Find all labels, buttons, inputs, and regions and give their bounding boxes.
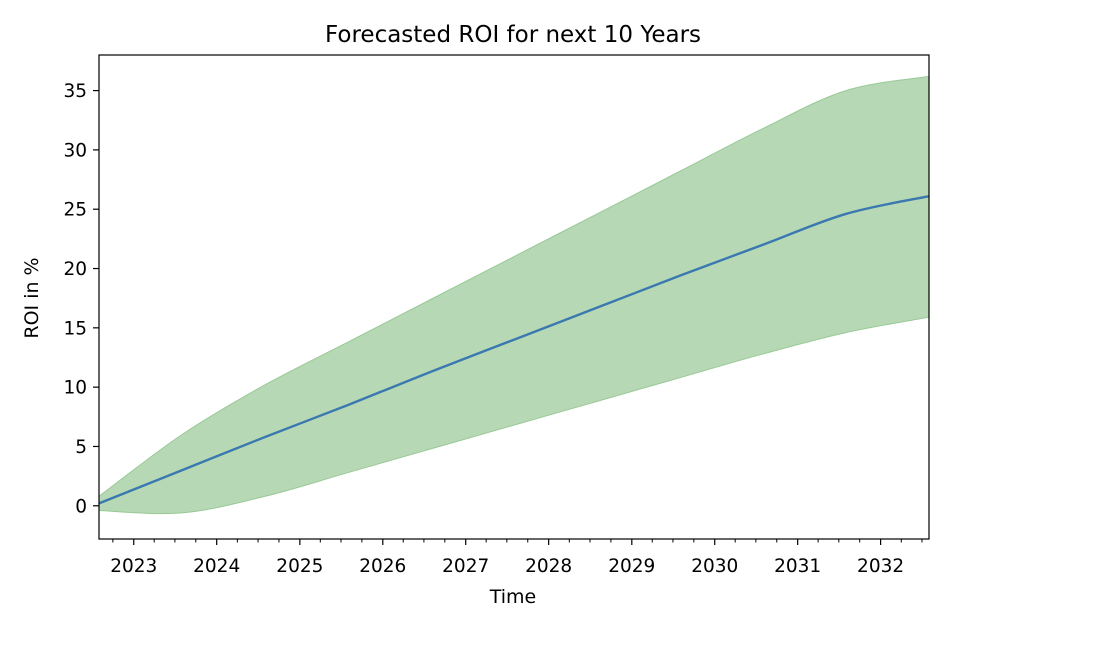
x-tick-label: 2030 [691, 556, 738, 577]
x-axis-label: Time [489, 586, 537, 608]
y-tick-label: 10 [63, 378, 87, 399]
x-tick-label: 2024 [193, 556, 240, 577]
y-tick-label: 35 [63, 81, 87, 102]
y-tick-label: 15 [63, 318, 87, 339]
y-axis-label: ROI in % [21, 257, 43, 338]
x-tick-label: 2031 [774, 556, 821, 577]
y-tick-label: 0 [75, 496, 87, 517]
x-tick-label: 2032 [857, 556, 904, 577]
line-layer [98, 194, 930, 505]
band-layer [98, 75, 930, 515]
x-tick-label: 2029 [608, 556, 655, 577]
x-tick-label: 2027 [442, 556, 489, 577]
y-tick-label: 25 [63, 200, 87, 221]
x-tick-label: 2025 [276, 556, 323, 577]
chart-title: Forecasted ROI for next 10 Years [325, 22, 701, 48]
x-tick-label: 2026 [359, 556, 406, 577]
x-tick-label: 2028 [525, 556, 572, 577]
y-tick-label: 5 [75, 437, 87, 458]
y-tick-label: 30 [63, 140, 87, 161]
plot-frame [98, 54, 930, 540]
x-tick-label: 2023 [110, 556, 157, 577]
forecast-line [98, 194, 930, 505]
y-tick-label: 20 [63, 259, 87, 280]
confidence-band [98, 75, 930, 515]
